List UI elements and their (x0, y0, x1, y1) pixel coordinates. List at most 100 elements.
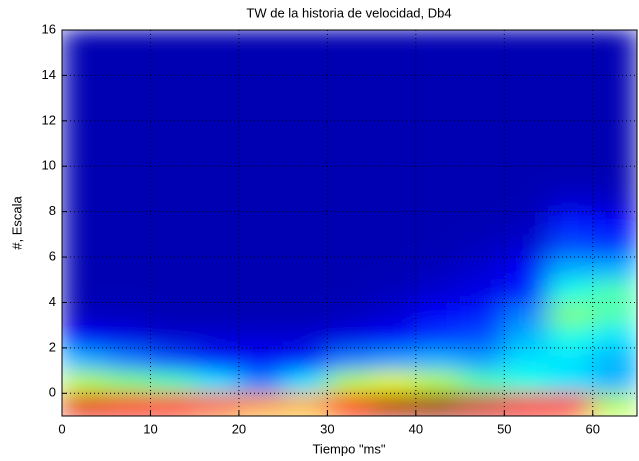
heat-cell (149, 143, 196, 167)
heat-cell (105, 301, 151, 326)
heat-cell (459, 165, 505, 190)
x-tick-label: 20 (232, 421, 246, 436)
heat-cell (415, 74, 461, 99)
chart-title: TW de la historia de velocidad, Db4 (246, 5, 451, 20)
heat-cell (459, 143, 505, 167)
heat-cell (548, 74, 594, 99)
heat-cell (105, 347, 151, 372)
heat-cell (415, 97, 461, 122)
heat-cell (503, 143, 550, 167)
heat-cell (415, 279, 461, 303)
heat-cell (238, 301, 284, 326)
heat-cell (194, 324, 240, 349)
heat-cell (459, 52, 505, 76)
heat-cell (282, 165, 328, 190)
heat-cell (194, 347, 240, 372)
heat-cell (592, 256, 637, 281)
y-tick-label: 10 (42, 158, 56, 173)
heat-cell (326, 301, 373, 326)
heat-cell (503, 347, 550, 372)
heat-cell (149, 324, 196, 349)
heat-cell (415, 233, 461, 258)
heat-cell (105, 211, 151, 235)
heat-cell (62, 165, 107, 190)
heat-cell (548, 97, 594, 122)
plot-frame (61, 29, 638, 417)
heat-cell (282, 233, 328, 258)
heat-cell (194, 97, 240, 122)
heat-cell (194, 165, 240, 190)
heat-cell (548, 52, 594, 76)
heat-cell (459, 324, 505, 349)
heat-cell (326, 347, 373, 372)
heat-cell (194, 233, 240, 258)
heat-cell (326, 256, 373, 281)
heat-cell (62, 143, 107, 167)
heat-cell (194, 256, 240, 281)
heat-cell (326, 52, 373, 76)
heat-cell (503, 233, 550, 258)
heat-cell (282, 324, 328, 349)
x-tick-label: 50 (497, 421, 511, 436)
heat-cell (62, 74, 107, 99)
heat-cell (149, 370, 196, 394)
x-axis-label: Tiempo "ms" (312, 441, 385, 456)
heat-cell (326, 30, 373, 54)
heat-cell (282, 301, 328, 326)
heat-cell (62, 30, 107, 54)
heat-cell (415, 52, 461, 76)
heat-cell (548, 347, 594, 372)
x-tick-label: 30 (320, 421, 334, 436)
heat-cell (548, 165, 594, 190)
heat-cell (194, 143, 240, 167)
heat-cell (194, 392, 240, 416)
heat-cell (149, 188, 196, 213)
heat-cell (371, 143, 417, 167)
heat-cell (238, 30, 284, 54)
heat-cell (62, 211, 107, 235)
heat-cell (238, 233, 284, 258)
heat-cell (592, 324, 637, 349)
heat-cell (503, 370, 550, 394)
heat-cell (149, 120, 196, 145)
heat-cell (282, 347, 328, 372)
heat-cell (592, 52, 637, 76)
heat-cell (592, 165, 637, 190)
heat-cell (149, 30, 196, 54)
heat-cell (592, 143, 637, 167)
heat-cell (592, 233, 637, 258)
heat-cell (62, 52, 107, 76)
heat-cell (548, 279, 594, 303)
heat-cell (592, 120, 637, 145)
heat-cell (548, 211, 594, 235)
y-tick-label: 2 (49, 339, 56, 354)
heat-cell (105, 74, 151, 99)
heat-cell (62, 370, 107, 394)
heat-cell (503, 165, 550, 190)
heat-cell (503, 74, 550, 99)
heat-cell (238, 211, 284, 235)
heat-cell (238, 120, 284, 145)
heat-cell (371, 30, 417, 54)
heat-cell (194, 52, 240, 76)
heat-cell (415, 30, 461, 54)
heat-cell (238, 324, 284, 349)
heat-cell (548, 188, 594, 213)
heat-cell (194, 74, 240, 99)
heat-cell (62, 279, 107, 303)
heat-cell (548, 392, 594, 416)
heat-cell (548, 324, 594, 349)
heat-cell (194, 370, 240, 394)
x-tick-label: 10 (143, 421, 157, 436)
heat-cell (149, 347, 196, 372)
heat-cell (62, 188, 107, 213)
heat-cell (105, 165, 151, 190)
heat-cell (459, 211, 505, 235)
x-tick-label: 0 (58, 421, 65, 436)
heat-cell (105, 370, 151, 394)
heat-cell (62, 301, 107, 326)
heat-cell (592, 188, 637, 213)
heat-cell (503, 392, 550, 416)
heat-cell (503, 30, 550, 54)
heat-cell (194, 30, 240, 54)
